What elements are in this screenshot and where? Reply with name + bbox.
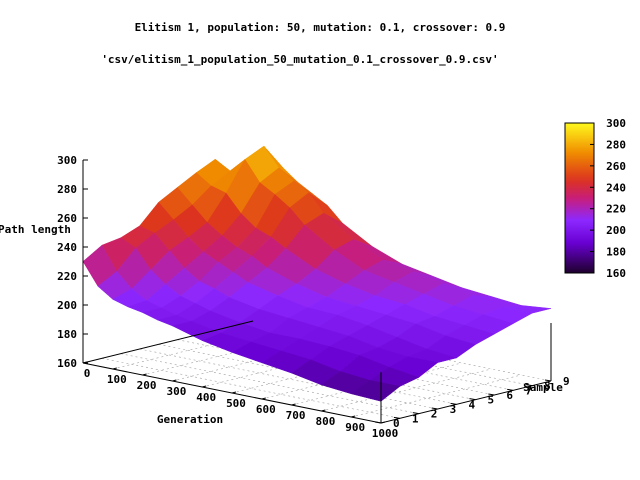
y-tick-label: 0 [393,417,400,430]
y-tick [393,416,400,419]
x-tick [261,397,266,400]
z-tick-label: 260 [57,212,77,225]
colorbar-tick-label: 280 [606,138,626,151]
surface-layer [82,145,552,402]
y-tick-label: 3 [450,403,457,416]
y-tick-label: 5 [487,394,494,407]
colorbar-tick-label: 260 [606,160,626,173]
z-tick-label: 200 [57,299,77,312]
z-tick-label: 220 [57,270,77,283]
x-tick [321,409,326,412]
y-tick [507,388,514,391]
chart-subtitle: 'csv/elitism_1_population_50_mutation_0.… [101,53,498,66]
x-tick [380,421,386,424]
chart-title: Elitism 1, population: 50, mutation: 0.1… [135,21,506,34]
x-tick [351,415,356,418]
x-tick [142,373,147,376]
colorbar-tick-label: 240 [606,181,626,194]
x-tick [202,385,207,388]
y-tick [469,398,476,401]
y-tick-label: 2 [431,408,438,421]
z-tick-label: 160 [57,357,77,370]
z-tick-label: 180 [57,328,77,341]
x-tick-label: 1000 [372,427,399,440]
y-tick [544,379,552,382]
x-tick [291,403,296,406]
x-tick [172,379,177,382]
y-tick-label: 9 [563,375,570,388]
x-tick [112,367,117,370]
floor-edge-back [82,320,254,364]
colorbar: 160 180 200 220 240 260 280 300 [564,117,626,280]
grid-line [139,348,438,410]
grid-line [351,374,522,418]
x-tick-label: 100 [107,373,127,386]
x-tick-label: 300 [166,385,186,398]
y-tick [526,384,533,387]
y-tick [431,407,438,410]
colorbar-tick-label: 200 [606,224,626,237]
z-axis-label: Path length [0,223,71,236]
y-tick-label: 1 [412,412,419,425]
colorbar-bar [564,122,595,274]
colorbar-tick-label: 180 [606,246,626,259]
y-tick-label: 7 [525,384,532,397]
z-tick-label: 300 [57,154,77,167]
x-tick-label: 200 [137,379,157,392]
x-tick [231,391,237,394]
grid-line [291,362,462,406]
surface-patch [350,380,401,402]
y-axis-label: Sample [523,381,563,394]
x-tick-label: 600 [256,403,276,416]
y-tick [488,393,495,396]
x-tick-label: 800 [315,415,335,428]
colorbar-tick-label: 160 [606,267,626,280]
y-tick [450,402,457,405]
grid-line [101,358,400,419]
x-tick-label: 900 [345,421,365,434]
colorbar-tick-label: 300 [606,117,626,130]
y-tick-label: 4 [469,398,476,411]
x-tick-label: 500 [226,397,246,410]
z-tick-label: 240 [57,241,77,254]
x-axis-label: Generation [157,413,223,426]
y-tick-label: 8 [544,380,551,393]
y-tick [374,421,382,424]
grid-line [321,368,492,412]
y-tick [412,412,419,415]
x-tick-label: 0 [84,367,91,380]
x-tick-label: 700 [286,409,306,422]
y-tick-label: 6 [506,389,513,402]
grid-line [120,353,419,414]
z-tick-label: 280 [57,183,77,196]
x-tick-label: 400 [196,391,216,404]
colorbar-tick-label: 220 [606,203,626,216]
